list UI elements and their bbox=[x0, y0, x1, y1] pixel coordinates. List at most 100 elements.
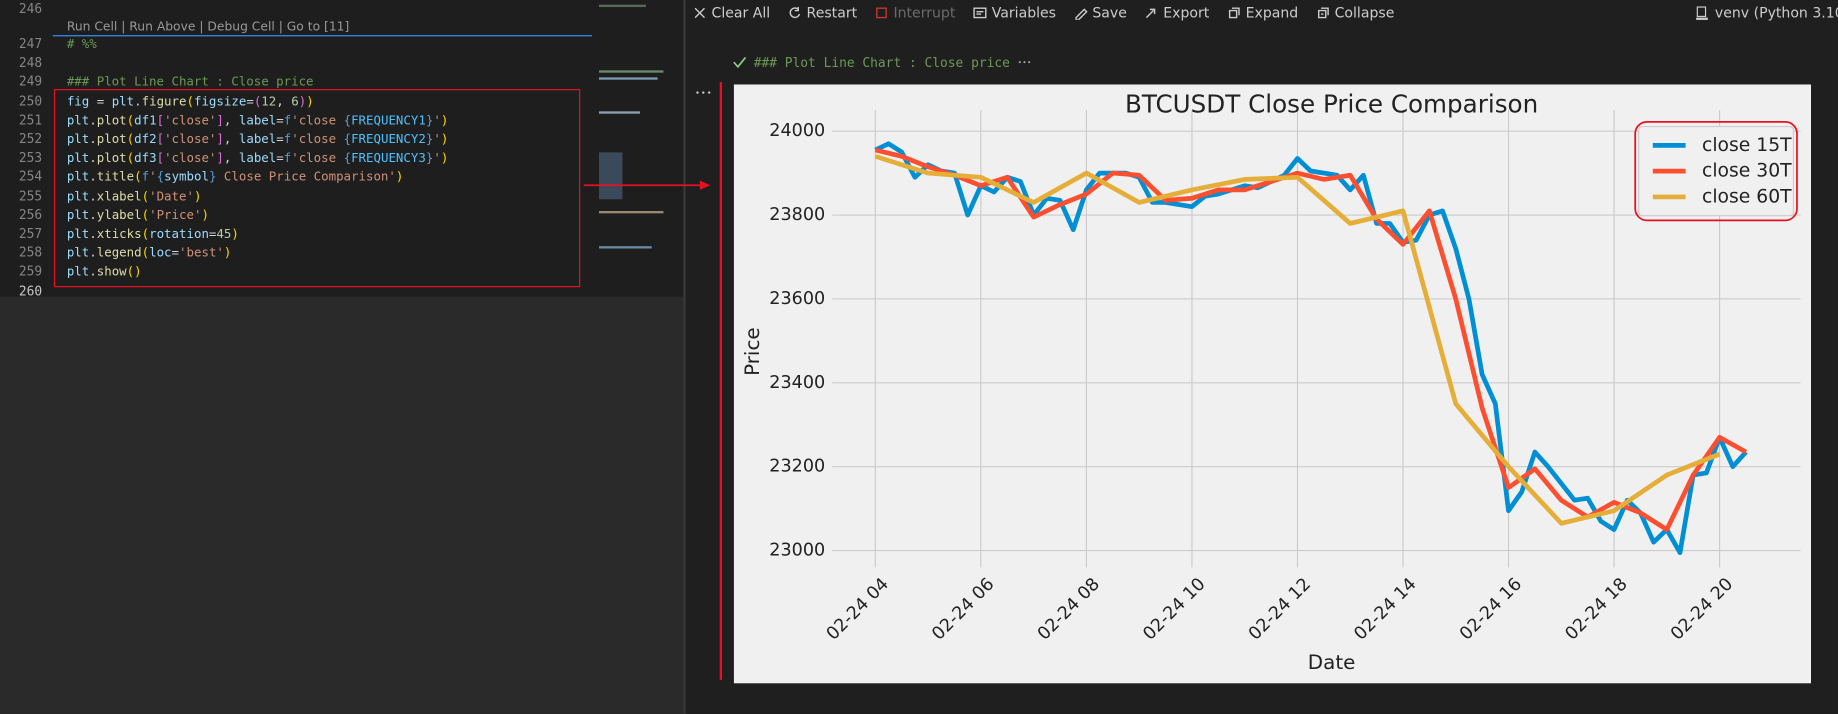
icon-shape bbox=[876, 7, 888, 19]
code-token: . bbox=[134, 94, 142, 109]
series-line bbox=[874, 141, 1748, 556]
toolbar-button[interactable]: Export bbox=[1144, 5, 1209, 21]
code-token: () bbox=[126, 265, 142, 280]
code-token: , bbox=[276, 94, 292, 109]
code-token: plt bbox=[66, 227, 90, 242]
line-number: 248 bbox=[18, 55, 43, 71]
code-token: ( bbox=[186, 94, 194, 109]
more-icon bbox=[1018, 61, 1030, 64]
icon-shape bbox=[1146, 8, 1156, 19]
code-token: [ bbox=[156, 151, 165, 166]
toolbar-button[interactable]: Variables bbox=[973, 5, 1056, 21]
code-token: ) bbox=[440, 151, 449, 166]
code-token: plt bbox=[66, 151, 90, 166]
minimap-line bbox=[598, 246, 652, 249]
line-number: 250 bbox=[18, 93, 43, 109]
code-token: ( bbox=[134, 170, 142, 185]
y-tick-label: 23400 bbox=[769, 373, 825, 393]
code-token: xticks bbox=[96, 227, 142, 242]
code-line: ### Plot Line Chart : Close price bbox=[67, 73, 314, 92]
toolbar-icon bbox=[876, 7, 888, 19]
line-number: 258 bbox=[18, 245, 43, 261]
cell-header-text: ### Plot Line Chart : Close price bbox=[753, 54, 1010, 70]
toolbar-label: Interrupt bbox=[893, 4, 956, 22]
code-token: ' bbox=[433, 113, 441, 128]
code-token: plt bbox=[66, 265, 90, 280]
code-token: ) bbox=[223, 246, 232, 261]
code-token: f bbox=[283, 113, 292, 128]
chart-background bbox=[733, 84, 1812, 684]
kernel-picker[interactable]: venv (Python 3.10.9) bbox=[1695, 2, 1838, 23]
code-token: plt bbox=[66, 208, 90, 223]
y-tick-label: 24000 bbox=[769, 121, 825, 141]
toolbar-button[interactable]: Clear All bbox=[693, 5, 770, 21]
toolbar-label: Save bbox=[1092, 4, 1127, 22]
code-line: plt.xticks(rotation=45) bbox=[67, 225, 239, 244]
codelens[interactable]: Run Cell | Run Above | Debug Cell | Go t… bbox=[66, 19, 350, 34]
code-token: 6 bbox=[291, 94, 299, 109]
code-token: , bbox=[223, 113, 239, 128]
code-token: FREQUENCY3 bbox=[351, 151, 426, 166]
code-token: # %% bbox=[66, 37, 97, 52]
toolbar-button[interactable]: Restart bbox=[788, 5, 857, 21]
code-token: FREQUENCY1 bbox=[351, 113, 426, 128]
code-token: label bbox=[238, 132, 277, 147]
code-token: 'best' bbox=[179, 246, 224, 261]
code-token: ) bbox=[306, 94, 314, 109]
code-token: ylabel bbox=[96, 208, 142, 223]
legend-box bbox=[1638, 126, 1795, 217]
line-number: 254 bbox=[18, 169, 43, 185]
code-token: ) bbox=[193, 189, 202, 204]
code-token: ) bbox=[298, 94, 307, 109]
toolbar-button[interactable]: Collapse bbox=[1316, 5, 1394, 21]
code-token: } bbox=[425, 132, 434, 147]
icon-shape bbox=[789, 7, 801, 19]
code-token: f bbox=[283, 151, 292, 166]
code-token: symbol bbox=[164, 170, 209, 185]
code-line: plt.legend(loc='best') bbox=[67, 244, 232, 263]
code-token: ( bbox=[141, 246, 150, 261]
code-token: ) bbox=[440, 113, 449, 128]
code-token: 'close' bbox=[164, 151, 217, 166]
line-number: 247 bbox=[18, 36, 43, 52]
kernel-label: venv (Python 3.10.9) bbox=[1714, 4, 1838, 22]
code-line: # %% bbox=[67, 35, 97, 54]
toolbar-button[interactable]: Expand bbox=[1227, 5, 1298, 21]
toolbar-icon bbox=[1228, 7, 1240, 19]
code-token: f bbox=[283, 132, 292, 147]
code-token: plot bbox=[96, 132, 127, 147]
code-token: ( bbox=[141, 227, 150, 242]
toolbar-icon bbox=[1317, 7, 1329, 19]
minimap-line bbox=[598, 111, 641, 114]
code-token: f bbox=[141, 170, 150, 185]
code-token: . bbox=[89, 208, 97, 223]
code-line: plt.plot(df3['close'], label=f'close {FR… bbox=[67, 149, 448, 168]
code-token: plt bbox=[66, 113, 90, 128]
icon-shape bbox=[694, 7, 705, 19]
code-token: show bbox=[96, 265, 127, 280]
code-token: { bbox=[343, 113, 352, 128]
output-menu[interactable] bbox=[695, 89, 711, 96]
code-token: plot bbox=[96, 151, 127, 166]
legend-label: close 15T bbox=[1702, 135, 1792, 156]
code-token: ] bbox=[216, 132, 224, 147]
code-token: , bbox=[223, 151, 239, 166]
code-token: { bbox=[343, 151, 352, 166]
code-token: . bbox=[89, 170, 97, 185]
code-token: plt bbox=[66, 132, 90, 147]
code-token: xlabel bbox=[96, 189, 142, 204]
line-number: 246 bbox=[18, 1, 43, 17]
code-token: df2 bbox=[134, 132, 157, 147]
code-token: plt bbox=[66, 170, 90, 185]
code-token: = bbox=[276, 151, 284, 166]
cell-header[interactable]: ### Plot Line Chart : Close price bbox=[733, 53, 1031, 72]
code-token: = bbox=[89, 94, 112, 109]
code-token: ( bbox=[141, 189, 150, 204]
code-token: = bbox=[276, 132, 284, 147]
toolbar-button[interactable]: Save bbox=[1074, 5, 1127, 21]
code-token: ( bbox=[126, 132, 135, 147]
code-token: figsize bbox=[193, 94, 247, 109]
icon-shape bbox=[973, 7, 987, 19]
code-token: rotation bbox=[149, 227, 209, 242]
